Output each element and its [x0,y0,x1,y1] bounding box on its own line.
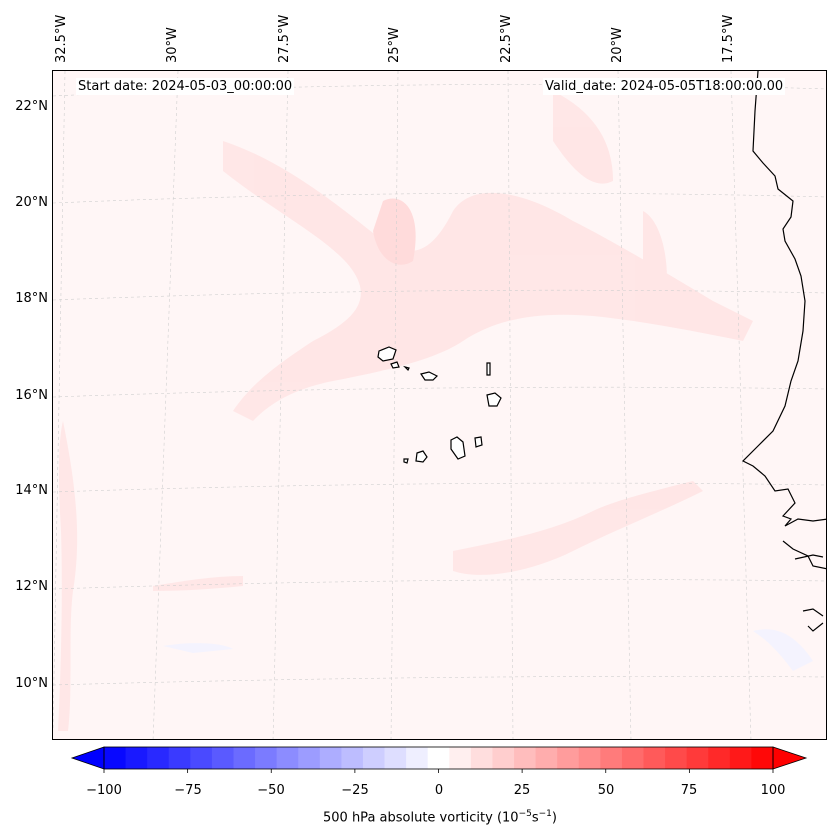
colorbar-min-extend [70,746,105,770]
colorbar-cell [578,747,601,769]
colorbar-cell [557,747,580,769]
colorbar-cell [492,747,515,769]
cape-verde-islands [377,346,502,464]
colorbar-cell [147,747,170,769]
colorbar-cell [125,747,148,769]
colorbar-cell [535,747,558,769]
colorbar-cell [514,747,537,769]
start-date-label: Start date: 2024-05-03_00:00:00 [76,78,295,95]
colorbar-tick: −100 [86,783,122,798]
colorbar-cell [708,747,731,769]
lat-label: 10°N [15,676,48,691]
colorbar [70,746,808,773]
vorticity-negative-patches [163,629,813,671]
colorbar-cell [211,747,234,769]
colorbar-cell [621,747,645,769]
colorbar-cell [686,747,709,769]
colorbar-cell [384,747,407,769]
colorbar-max-extend [772,746,808,770]
colorbar-cell [255,747,278,769]
colorbar-tick: 0 [434,783,444,798]
colorbar-cell [104,747,127,769]
colorbar-cell [470,747,493,769]
colorbar-cell [341,747,364,769]
colorbar-tick: −50 [257,783,285,798]
colorbar-tick: −75 [174,783,202,798]
colorbar-cell [600,747,623,769]
colorbar-cell [298,747,321,769]
colorbar-cell [751,747,774,769]
valid-date-label: Valid_date: 2024-05-05T18:00:00.00 [543,78,786,95]
lat-label: 14°N [15,483,48,498]
lat-label: 16°N [15,388,48,403]
colorbar-cell [233,747,256,769]
colorbar-tick: 100 [760,783,786,798]
lat-label: 12°N [15,579,48,594]
graticule [53,71,826,739]
colorbar-cell [449,747,472,769]
colorbar-tick: 25 [513,783,531,798]
lat-label: 18°N [15,291,48,306]
colorbar-cell [643,747,666,769]
colorbar-cell [168,747,191,769]
map-panel[interactable] [52,70,827,740]
vorticity-map [53,71,826,739]
colorbar-cell [665,747,688,769]
lat-label: 20°N [15,195,48,210]
colorbar-cell [362,747,386,769]
coastline-africa [741,71,826,632]
colorbar-cells [70,746,808,773]
colorbar-cell [427,747,450,769]
lat-label: 22°N [15,99,48,114]
colorbar-cell [276,747,299,769]
colorbar-tick: 50 [597,783,615,798]
colorbar-label: 500 hPa absolute vorticity (10−5s−1) [323,809,557,826]
colorbar-cell [729,747,752,769]
colorbar-tick: −25 [341,783,369,798]
colorbar-cell [190,747,213,769]
colorbar-cell [406,747,429,769]
vorticity-field [58,91,753,731]
colorbar-tick: 75 [680,783,698,798]
colorbar-cell [319,747,342,769]
